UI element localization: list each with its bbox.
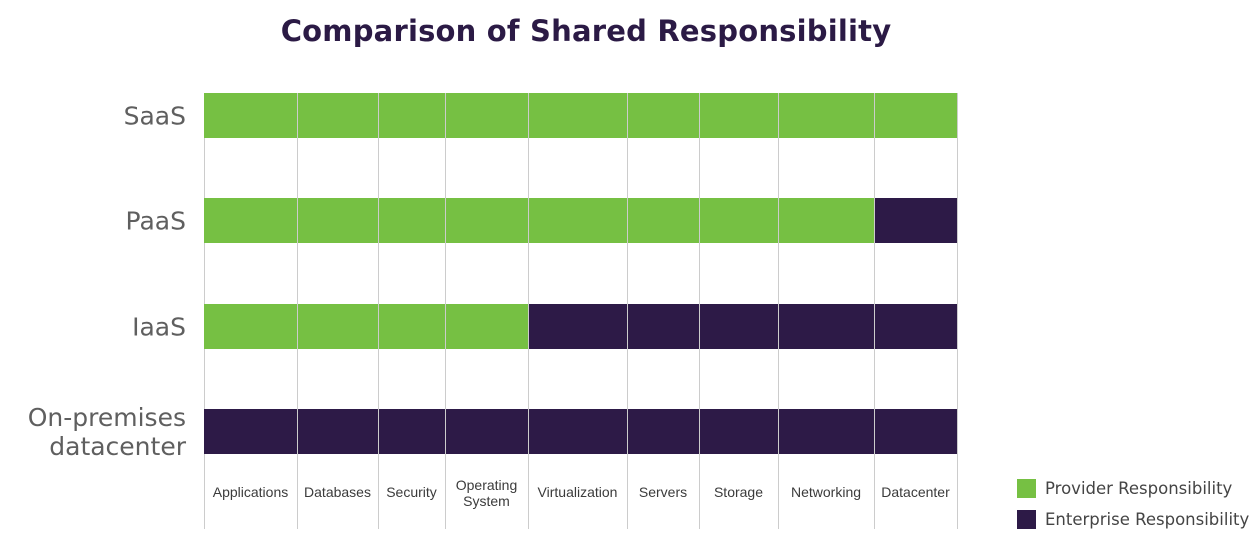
cell-iaas-security	[378, 304, 445, 349]
column-label: Security	[386, 484, 437, 500]
cell-on-premises-datacenter-virtualization	[528, 409, 627, 454]
column-label: Virtualization	[538, 484, 618, 500]
cell-saas-storage	[699, 93, 778, 138]
cell-paas-datacenter	[874, 198, 957, 243]
cell-saas-applications	[204, 93, 297, 138]
cell-paas-applications	[204, 198, 297, 243]
column-label-line: Servers	[639, 484, 687, 500]
cell-paas-servers	[627, 198, 699, 243]
row-label: PaaS	[126, 207, 186, 236]
cell-on-premises-datacenter-servers	[627, 409, 699, 454]
cell-saas-databases	[297, 93, 378, 138]
row-label-line: PaaS	[126, 207, 186, 236]
column-label-line: Applications	[213, 484, 289, 500]
column-label: Datacenter	[881, 484, 950, 500]
cell-on-premises-datacenter-storage	[699, 409, 778, 454]
column-label: Applications	[213, 484, 289, 500]
column-label: Databases	[304, 484, 371, 500]
cell-iaas-databases	[297, 304, 378, 349]
row-label: On-premises datacenter	[28, 403, 187, 461]
row-label-line: datacenter	[49, 432, 186, 461]
column-label-line: Security	[386, 484, 437, 500]
column-label-line: Storage	[714, 484, 763, 500]
row-label-line: IaaS	[132, 313, 186, 342]
cell-paas-databases	[297, 198, 378, 243]
cell-iaas-servers	[627, 304, 699, 349]
row-label-line: On-premises	[28, 403, 186, 432]
cell-on-premises-datacenter-applications	[204, 409, 297, 454]
cell-saas-networking	[778, 93, 874, 138]
legend-label-enterprise: Enterprise Responsibility	[1045, 510, 1249, 529]
cell-paas-storage	[699, 198, 778, 243]
cell-paas-security	[378, 198, 445, 243]
cell-paas-virtualization	[528, 198, 627, 243]
cell-on-premises-datacenter-operating-system	[445, 409, 528, 454]
row-label: IaaS	[132, 313, 186, 342]
cell-on-premises-datacenter-datacenter	[874, 409, 957, 454]
cell-saas-datacenter	[874, 93, 957, 138]
cell-iaas-operating-system	[445, 304, 528, 349]
cell-saas-virtualization	[528, 93, 627, 138]
column-label: Operating System	[456, 477, 517, 509]
chart-title: Comparison of Shared Responsibility	[280, 14, 892, 48]
legend-label-provider: Provider Responsibility	[1045, 479, 1233, 498]
cell-iaas-applications	[204, 304, 297, 349]
column-label-line: Datacenter	[881, 484, 950, 500]
cell-on-premises-datacenter-databases	[297, 409, 378, 454]
cell-saas-operating-system	[445, 93, 528, 138]
legend-swatch-enterprise	[1017, 510, 1036, 529]
column-label-line: Databases	[304, 484, 371, 500]
column-label-line: Virtualization	[538, 484, 618, 500]
cell-on-premises-datacenter-networking	[778, 409, 874, 454]
cell-iaas-virtualization	[528, 304, 627, 349]
column-label: Servers	[639, 484, 687, 500]
column-label: Networking	[791, 484, 861, 500]
cell-iaas-datacenter	[874, 304, 957, 349]
column-label-line: System	[463, 493, 510, 509]
row-label-line: SaaS	[124, 102, 186, 131]
cell-paas-operating-system	[445, 198, 528, 243]
legend-swatch-provider	[1017, 479, 1036, 498]
cell-saas-security	[378, 93, 445, 138]
cell-on-premises-datacenter-security	[378, 409, 445, 454]
cell-iaas-networking	[778, 304, 874, 349]
column-label-line: Operating	[456, 477, 517, 493]
row-label: SaaS	[124, 102, 186, 131]
cell-iaas-storage	[699, 304, 778, 349]
cell-saas-servers	[627, 93, 699, 138]
column-label-line: Networking	[791, 484, 861, 500]
cell-paas-networking	[778, 198, 874, 243]
column-label: Storage	[714, 484, 763, 500]
